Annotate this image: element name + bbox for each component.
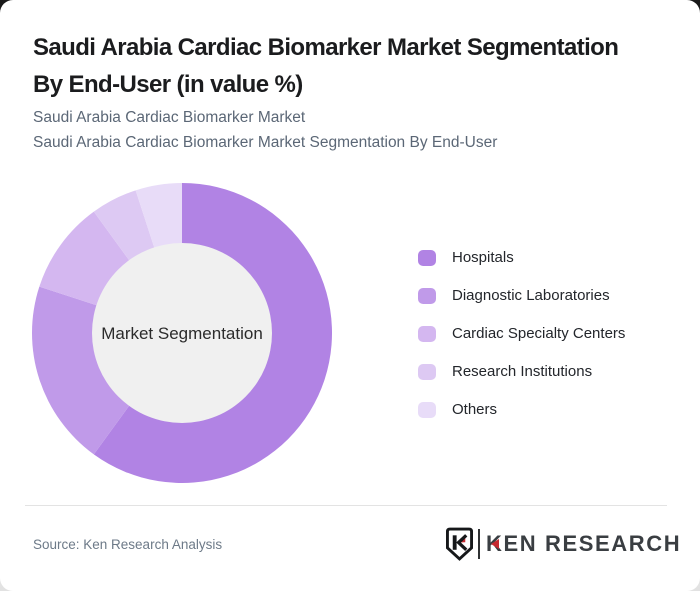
legend-swatch-cardiac-specialty-centers	[418, 325, 436, 342]
legend-item-hospitals[interactable]: Hospitals	[418, 249, 625, 266]
legend-label: Diagnostic Laboratories	[452, 287, 610, 304]
legend-swatch-research-institutions	[418, 363, 436, 380]
logo-wordmark: KEN RESEARCH	[486, 526, 681, 562]
logo-divider-bar	[478, 529, 480, 559]
logo-brand-text: KEN RESEARCH	[486, 531, 682, 556]
subtitle-line-2: Saudi Arabia Cardiac Biomarker Market Se…	[33, 134, 498, 151]
logo-k-red-triangle-icon	[491, 539, 499, 549]
legend-label: Hospitals	[452, 249, 514, 266]
legend-item-others[interactable]: Others	[418, 401, 625, 418]
footer-divider	[25, 505, 667, 506]
legend-item-diagnostic-laboratories[interactable]: Diagnostic Laboratories	[418, 287, 625, 304]
legend-label: Others	[452, 401, 498, 418]
ken-research-shield-icon	[446, 527, 473, 561]
page-title: Saudi Arabia Cardiac Biomarker Market Se…	[33, 29, 693, 103]
legend-swatch-hospitals	[418, 249, 436, 266]
legend-label: Cardiac Specialty Centers	[452, 325, 626, 342]
subtitle-line-1: Saudi Arabia Cardiac Biomarker Market	[33, 109, 306, 126]
chart-legend: Hospitals Diagnostic Laboratories Cardia…	[418, 249, 625, 418]
donut-hole	[92, 243, 272, 423]
source-note: Source: Ken Research Analysis	[33, 537, 223, 552]
legend-swatch-others	[418, 401, 436, 418]
page-title-line-2: By End-User (in value %)	[33, 71, 303, 98]
legend-swatch-diagnostic-laboratories	[418, 287, 436, 304]
donut-chart: Market Segmentation	[32, 183, 332, 483]
page-title-line-1: Saudi Arabia Cardiac Biomarker Market Se…	[33, 34, 619, 61]
donut-center-label: Market Segmentation	[101, 324, 263, 343]
legend-label: Research Institutions	[452, 363, 593, 380]
legend-item-cardiac-specialty-centers[interactable]: Cardiac Specialty Centers	[418, 325, 625, 342]
legend-item-research-institutions[interactable]: Research Institutions	[418, 363, 625, 380]
ken-research-logo: KEN RESEARCH	[446, 526, 681, 562]
donut-chart-svg: Market Segmentation	[32, 183, 332, 483]
chart-subtitle: Saudi Arabia Cardiac Biomarker Market Sa…	[33, 105, 497, 155]
